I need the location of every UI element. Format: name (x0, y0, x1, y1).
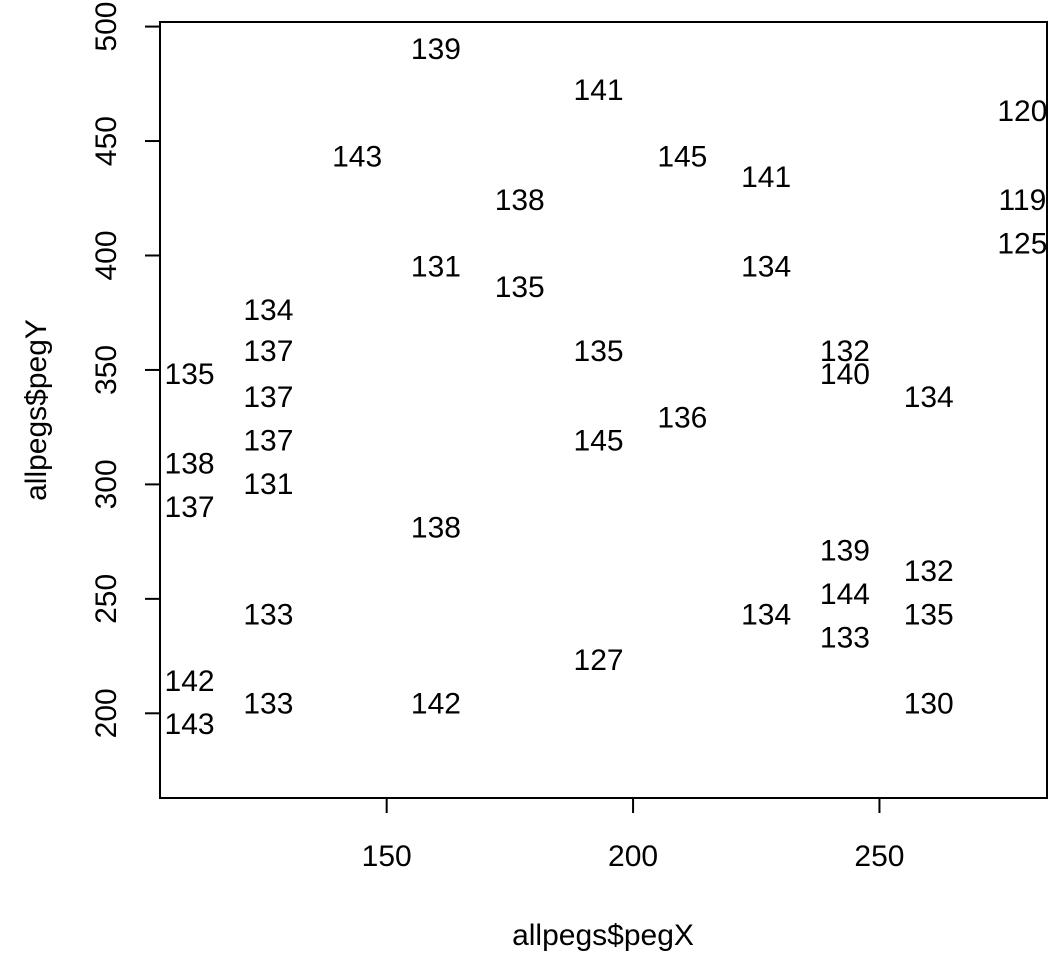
point-label: 135 (495, 271, 545, 304)
y-axis: 200 250 300 350 400 450 500 (90, 2, 161, 738)
point-label: 132 (904, 555, 954, 588)
point-label: 133 (820, 621, 870, 654)
point-label: 131 (411, 250, 461, 283)
point-label: 133 (243, 598, 293, 631)
x-axis-title: allpegs$pegX (512, 919, 694, 952)
point-label: 138 (165, 447, 215, 480)
point-label: 137 (243, 381, 293, 414)
point-label: 137 (243, 335, 293, 368)
point-label: 138 (495, 184, 545, 217)
point-label: 134 (904, 381, 954, 414)
point-label: 135 (904, 598, 954, 631)
point-label: 134 (741, 250, 791, 283)
point-labels: 139 141 120 143 145 141 138 119 125 131 134 135 134 1… (165, 33, 1048, 741)
x-axis: 150 200 250 (362, 797, 904, 873)
point-label: 145 (657, 141, 707, 174)
point-label: 137 (243, 424, 293, 457)
y-tick-label: 300 (90, 459, 123, 509)
y-tick-label: 200 (90, 688, 123, 738)
y-axis-title: allpegs$pegY (20, 319, 53, 501)
x-tick-label: 150 (362, 840, 412, 873)
point-label: 119 (998, 184, 1046, 217)
point-label: 125 (997, 228, 1047, 261)
y-tick-label: 500 (90, 2, 123, 52)
point-label: 133 (243, 688, 293, 721)
point-label: 143 (332, 141, 382, 174)
point-label: 131 (243, 468, 293, 501)
y-tick-label: 350 (90, 345, 123, 395)
point-label: 120 (997, 95, 1047, 128)
point-label: 134 (243, 294, 293, 327)
x-tick-label: 250 (854, 840, 904, 873)
point-label: 144 (820, 578, 870, 611)
point-label: 135 (574, 335, 624, 368)
point-label: 139 (820, 534, 870, 567)
y-tick-label: 450 (90, 116, 123, 166)
point-label: 141 (741, 161, 791, 194)
point-label: 142 (165, 665, 215, 698)
point-label: 142 (411, 688, 461, 721)
point-label: 143 (165, 708, 215, 741)
point-label: 145 (574, 424, 624, 457)
y-tick-label: 250 (90, 574, 123, 624)
point-label: 134 (741, 598, 791, 631)
y-tick-label: 400 (90, 230, 123, 280)
point-label: 137 (165, 491, 215, 524)
point-label: 127 (574, 644, 624, 677)
point-label: 135 (165, 358, 215, 391)
point-label: 138 (411, 511, 461, 544)
point-label: 132 (820, 335, 870, 368)
point-label: 139 (411, 33, 461, 66)
point-label: 130 (904, 688, 954, 721)
point-label: 140 (820, 358, 870, 391)
point-label: 141 (574, 74, 624, 107)
x-tick-label: 200 (608, 840, 658, 873)
point-label: 136 (657, 402, 707, 435)
